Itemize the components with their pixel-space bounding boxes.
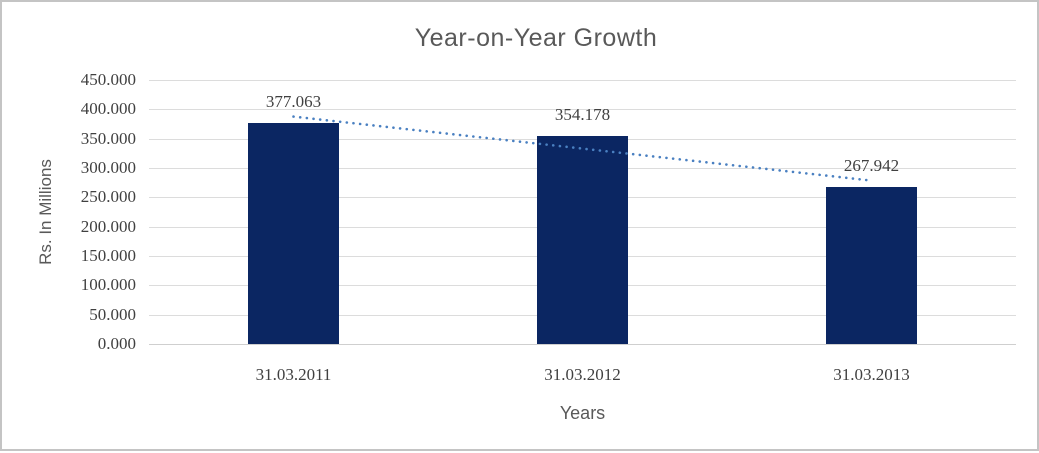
data-label: 377.063 <box>265 91 322 111</box>
data-label: 267.942 <box>843 155 900 175</box>
y-axis-tick-label: 0.000 <box>97 334 136 353</box>
y-axis-tick-label: 450.000 <box>80 70 136 89</box>
x-axis-tick-label: 31.03.2011 <box>255 365 332 384</box>
bar-31.03.2013 <box>826 186 917 344</box>
gridline <box>149 109 1016 111</box>
bar-31.03.2012 <box>537 136 628 344</box>
x-axis-tick-label: 31.03.2012 <box>544 365 621 384</box>
y-axis-tick-label: 400.000 <box>80 99 136 119</box>
gridline <box>149 80 1016 81</box>
y-axis-tick-label: 300.000 <box>80 158 136 177</box>
x-axis-title: Years <box>559 403 606 423</box>
chart-title: Year-on-Year Growth <box>414 24 658 52</box>
bar-31.03.2011 <box>248 122 339 344</box>
y-axis-tick-label: 250.000 <box>80 187 136 207</box>
data-label: 354.178 <box>554 105 611 125</box>
y-axis-tick-label: 200.000 <box>80 216 136 236</box>
y-axis-tick-label: 50.000 <box>89 304 136 324</box>
y-axis-tick-label: 150.000 <box>80 246 136 265</box>
x-axis-tick-label: 31.03.2013 <box>833 365 910 384</box>
y-axis-tick-label: 350.000 <box>80 128 136 148</box>
y-axis-tick-label: 100.000 <box>80 275 136 295</box>
x-axis-line <box>149 344 1016 345</box>
